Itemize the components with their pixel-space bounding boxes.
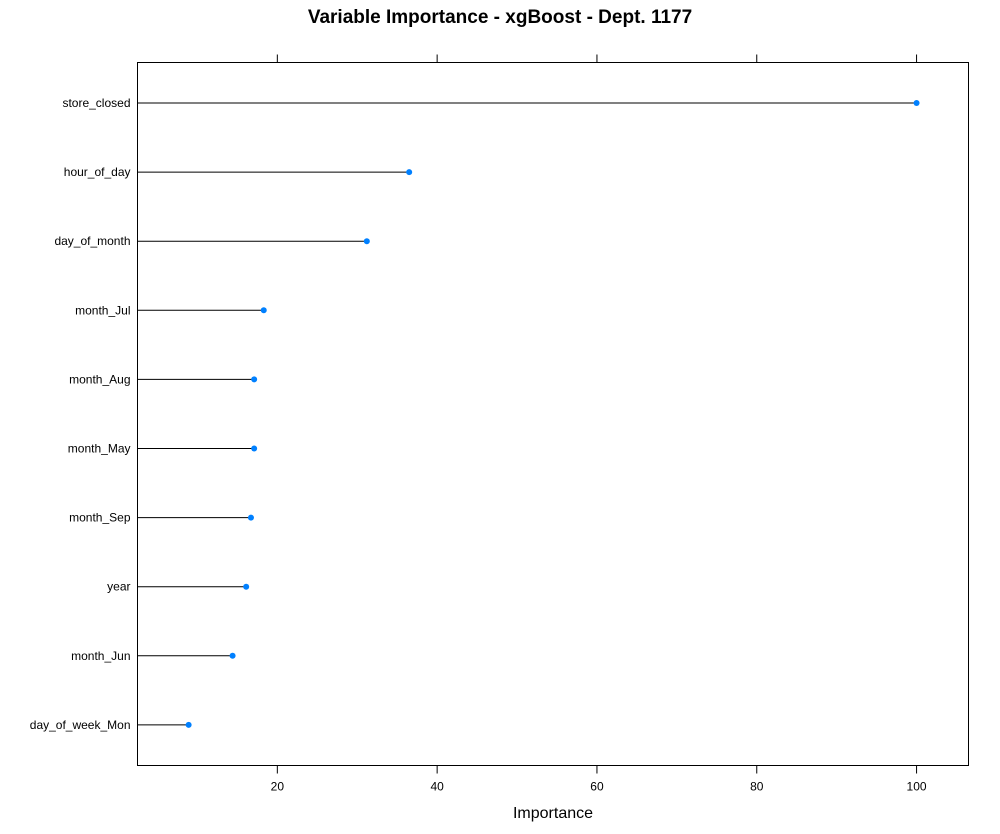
category-label-month_May: month_May	[68, 442, 131, 456]
point-store_closed	[913, 100, 920, 106]
point-day_of_month	[363, 238, 370, 245]
category-label-month_Jun: month_Jun	[71, 649, 130, 663]
category-label-month_Aug: month_Aug	[69, 372, 130, 386]
x-tick-label: 60	[590, 780, 604, 794]
x-tick-label: 100	[907, 780, 927, 794]
chart-title: Variable Importance - xgBoost - Dept. 11…	[308, 7, 692, 28]
plot-frame	[137, 62, 969, 766]
point-month_Sep	[247, 514, 254, 521]
bottom-axis: 20 40 60 80 100	[271, 765, 927, 794]
category-label-month_Jul: month_Jul	[75, 303, 130, 317]
x-tick-label: 80	[750, 780, 764, 794]
point-hour_of_day	[406, 169, 413, 176]
point-year	[243, 583, 250, 590]
top-tick-marks	[276, 54, 918, 63]
plot-marks	[137, 100, 920, 728]
point-month_Aug	[251, 376, 258, 383]
x-tick-label: 40	[430, 780, 444, 794]
category-label-store_closed: store_closed	[62, 96, 130, 110]
x-axis-label: Importance	[513, 805, 593, 822]
category-label-day_of_month: day_of_month	[54, 234, 130, 248]
category-label-day_of_week_Mon: day_of_week_Mon	[30, 718, 131, 732]
x-tick-label: 20	[271, 780, 285, 794]
category-label-year: year	[107, 580, 130, 594]
point-month_May	[251, 445, 258, 452]
point-month_Jul	[260, 307, 267, 314]
point-month_Jun	[229, 652, 236, 659]
category-label-hour_of_day: hour_of_day	[64, 165, 131, 179]
point-day_of_week_Mon	[185, 721, 192, 728]
category-label-month_Sep: month_Sep	[69, 511, 131, 525]
category-labels: store_closed hour_of_day day_of_monthmonth…	[30, 96, 131, 732]
